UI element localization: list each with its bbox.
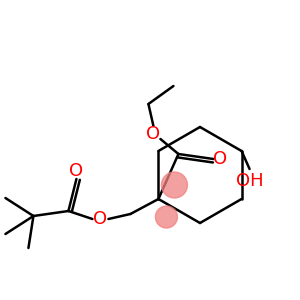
Circle shape <box>161 172 188 198</box>
Text: O: O <box>213 150 227 168</box>
Text: O: O <box>69 162 83 180</box>
Text: O: O <box>93 210 107 228</box>
Text: OH: OH <box>236 172 263 190</box>
Circle shape <box>155 206 177 228</box>
Text: O: O <box>146 125 161 143</box>
